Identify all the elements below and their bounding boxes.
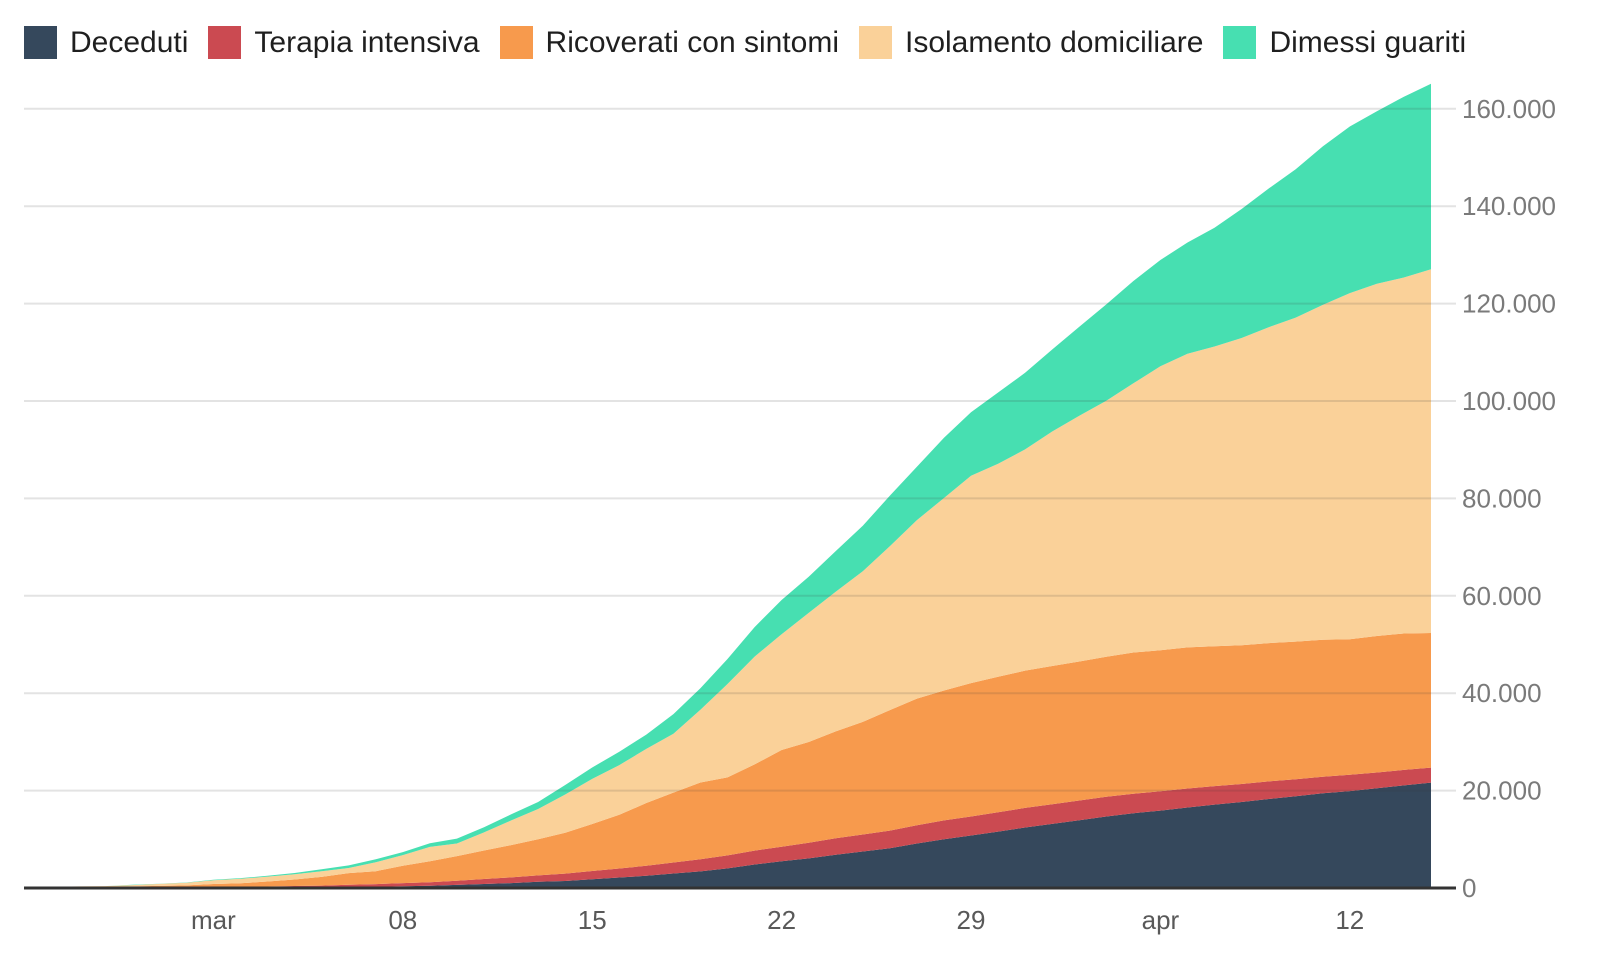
x-axis-label: 22 bbox=[767, 905, 796, 935]
legend-item-dimessi-guariti: Dimessi guariti bbox=[1223, 26, 1466, 59]
x-axis-label: 08 bbox=[388, 905, 417, 935]
legend-item-terapia-intensiva: Terapia intensiva bbox=[208, 25, 480, 59]
legend-label-deceduti: Deceduti bbox=[70, 25, 189, 59]
chart-legend: Deceduti Terapia intensiva Ricoverati co… bbox=[24, 26, 1466, 59]
area-ricoverati-con-sintomi[interactable] bbox=[24, 633, 1431, 888]
legend-item-deceduti: Deceduti bbox=[24, 26, 188, 59]
y-axis-label: 140.000 bbox=[1462, 191, 1556, 221]
area-isolamento-domiciliare[interactable] bbox=[24, 269, 1431, 888]
y-axis-label: 40.000 bbox=[1462, 678, 1542, 708]
legend-swatch-ricoverati-con-sintomi bbox=[499, 26, 533, 59]
y-axis-label: 0 bbox=[1462, 873, 1476, 903]
legend-label-dimessi-guariti: Dimessi guariti bbox=[1269, 25, 1467, 59]
y-axis-label: 80.000 bbox=[1462, 483, 1542, 513]
y-axis-label: 120.000 bbox=[1462, 289, 1556, 319]
legend-item-ricoverati-con-sintomi: Ricoverati con sintomi bbox=[499, 25, 839, 59]
legend-swatch-deceduti bbox=[24, 26, 57, 59]
legend-label-isolamento-domiciliare: Isolamento domiciliare bbox=[904, 25, 1204, 59]
area-terapia-intensiva[interactable] bbox=[24, 767, 1431, 888]
y-axis-label: 100.000 bbox=[1462, 386, 1556, 416]
legend-item-isolamento-domiciliare: Isolamento domiciliare bbox=[858, 25, 1204, 59]
x-axis-label: 29 bbox=[957, 905, 986, 935]
x-axis-label: apr bbox=[1142, 905, 1180, 935]
x-axis-label: mar bbox=[191, 905, 236, 935]
legend-swatch-dimessi-guariti bbox=[1223, 26, 1257, 59]
y-axis-label: 20.000 bbox=[1462, 776, 1542, 806]
area-deceduti[interactable] bbox=[24, 782, 1431, 888]
legend-label-terapia-intensiva: Terapia intensiva bbox=[254, 25, 480, 59]
x-axis-label: 15 bbox=[578, 905, 607, 935]
x-axis-label: 12 bbox=[1335, 905, 1364, 935]
legend-label-ricoverati-con-sintomi: Ricoverati con sintomi bbox=[545, 25, 839, 59]
y-axis-label: 60.000 bbox=[1462, 581, 1542, 611]
legend-swatch-isolamento-domiciliare bbox=[858, 26, 892, 59]
legend-swatch-terapia-intensiva bbox=[208, 26, 242, 59]
y-axis-label: 160.000 bbox=[1462, 94, 1556, 124]
